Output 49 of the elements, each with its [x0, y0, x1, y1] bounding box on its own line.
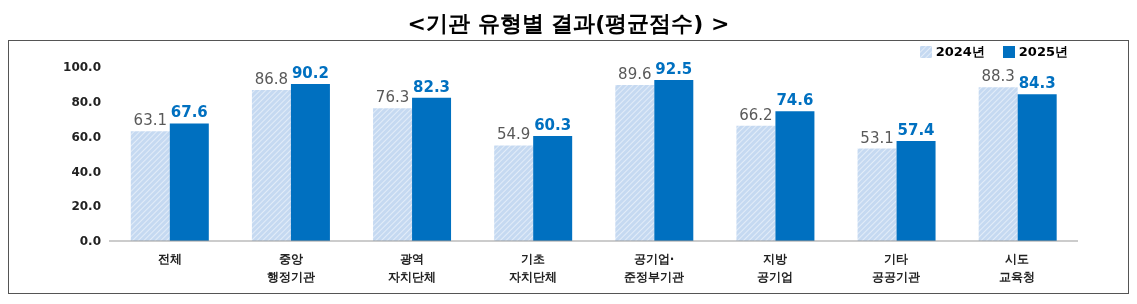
data-label: 90.2: [291, 64, 329, 83]
data-label: 57.4: [897, 121, 935, 140]
chart-title: <기관 유형별 결과(평균점수) >: [406, 10, 731, 38]
data-label: 88.3: [981, 67, 1015, 86]
data-label: 66.2: [739, 105, 773, 124]
bar: [896, 141, 936, 241]
x-tick-label: 전체: [157, 252, 182, 266]
data-label: 84.3: [1018, 74, 1056, 93]
bar: [736, 125, 776, 241]
data-label: 86.8: [254, 69, 289, 88]
legend-label: 2024년: [934, 43, 985, 61]
x-tick-label: 광역 자치단체: [387, 252, 436, 284]
bar: [654, 80, 694, 241]
y-tick-label: 80.0: [71, 95, 101, 110]
y-tick-label: 100.0: [63, 60, 101, 75]
bar: [533, 136, 573, 241]
data-label: 74.6: [776, 91, 814, 110]
data-label: 92.5: [655, 60, 693, 79]
bar: [615, 85, 655, 241]
y-tick-label: 40.0: [71, 164, 101, 179]
bar: [775, 111, 815, 241]
x-tick-label: 중앙 행정기관: [266, 252, 315, 284]
bar: [412, 97, 452, 241]
bar: [290, 84, 330, 241]
x-tick-label: 기타 공공기관: [872, 252, 921, 284]
bar: [373, 108, 413, 241]
legend-label: 2025년: [1017, 43, 1068, 61]
y-tick-label: 20.0: [71, 199, 101, 214]
bar: [130, 131, 170, 241]
x-tick-label: 기초 자치단체: [508, 252, 557, 284]
data-label: 82.3: [413, 77, 451, 96]
bar: [857, 148, 897, 241]
y-tick-label: 0.0: [79, 234, 101, 249]
data-label: 67.6: [170, 103, 208, 122]
data-label: 89.6: [618, 65, 652, 84]
data-label: 54.9: [496, 125, 531, 144]
x-tick-label: 공기업· 준정부기관: [624, 252, 685, 284]
bar: [494, 145, 534, 241]
x-tick-label: 지방 공기업: [757, 252, 794, 284]
x-tick-label: 시도 교육청: [999, 252, 1036, 284]
data-label: 60.3: [534, 116, 572, 135]
bar: [251, 89, 291, 241]
data-label: 63.1: [133, 111, 168, 130]
data-label: 53.1: [860, 128, 894, 147]
bar: [978, 87, 1018, 241]
bar: [169, 123, 209, 241]
data-label: 76.3: [375, 88, 410, 107]
bar: [1017, 94, 1057, 241]
y-tick-label: 60.0: [71, 129, 101, 144]
